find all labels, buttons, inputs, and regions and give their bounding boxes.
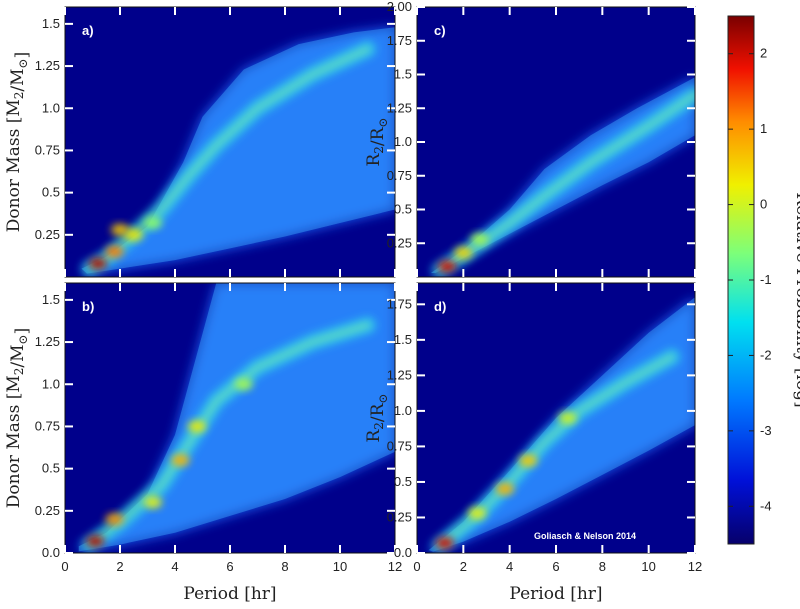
panel-d-xtick-label: 12 — [688, 559, 702, 574]
colorbar: 2 1 0 -1 -2 -3 -4 Relative Probability [log] — [727, 15, 800, 545]
panel-d-ytick-label: 0.5 — [394, 474, 412, 489]
panel-d-hotspot-2 — [519, 454, 538, 467]
panel-b-xtick-label: 0 — [61, 559, 68, 574]
panel-d-hotspot-3 — [558, 412, 577, 424]
panel-d-xtick-label: 8 — [599, 559, 606, 574]
panel-b-xtick-label: 10 — [333, 559, 347, 574]
panel-b-xtick-label: 12 — [388, 559, 402, 574]
panel-c-ytick-label: 1.0 — [394, 134, 412, 149]
panel-c-ytick-label: 0.5 — [394, 202, 412, 217]
panel-c-ytick-label: 0.25 — [387, 235, 412, 250]
panel-b: b) 0.0 0.25 0.5 0.75 1.0 1.25 1.5 0 2 4 6 8 10 12 Perio… — [4, 282, 402, 604]
panel-a-ytick-label: 1.5 — [42, 16, 60, 31]
panel-d-hotspot-1 — [496, 483, 515, 496]
panel-d-xlabel: Period [hr] — [509, 584, 602, 604]
panel-d-ytick-label: 0.0 — [394, 545, 412, 560]
panel-b-ytick-label: 0.75 — [35, 418, 60, 433]
colorbar-tick-label: 0 — [760, 197, 767, 212]
panel-c-ytick-label: 1.75 — [387, 33, 412, 48]
colorbar-ticks: 2 1 0 -1 -2 -3 -4 — [728, 46, 772, 513]
panel-c-ytick-label: 0.75 — [387, 168, 412, 183]
panel-b-ytick-label: 1.5 — [42, 292, 60, 307]
panel-c-label: c) — [434, 23, 446, 38]
panel-d-hotspot-0 — [435, 537, 454, 550]
panel-b-ytick-label: 0.0 — [42, 545, 60, 560]
panel-a: a) 0.25 0.5 0.75 1.0 1.25 1.5 Donor Mass [M2/M⊙… — [4, 6, 396, 278]
panel-b-hotspot-3 — [188, 420, 206, 433]
panel-a-ytick-label: 1.25 — [35, 58, 60, 73]
panel-b-xlabel: Period [hr] — [183, 584, 276, 604]
panel-d-xtick-label: 0 — [413, 559, 420, 574]
panel-c-ytick-label: 2.00 — [387, 0, 412, 14]
panel-a-ytick-label: 1.0 — [42, 100, 60, 115]
panel-b-ytick-label: 0.5 — [42, 461, 60, 476]
panel-a-hotspot-2 — [124, 228, 143, 241]
panel-b-label: b) — [82, 299, 94, 314]
colorbar-tick-label: 1 — [760, 121, 767, 136]
panel-d-ylabel: R2/R⊙ — [364, 393, 390, 442]
panel-b-xtick-label: 6 — [226, 559, 233, 574]
panel-d-xtick-label: 6 — [552, 559, 559, 574]
panel-b-ytick-label: 1.25 — [35, 334, 60, 349]
colorbar-tick-label: -1 — [760, 272, 772, 287]
panel-d-xtick-label: 2 — [460, 559, 467, 574]
panel-b-xtick-label: 8 — [281, 559, 288, 574]
panel-a-label: a) — [82, 23, 94, 38]
panel-c-hotspot-0 — [438, 260, 457, 273]
panel-a-hotspot-0 — [89, 257, 107, 270]
panel-a-ytick-label: 0.5 — [42, 185, 60, 200]
panel-a-ytick-label: 0.25 — [35, 227, 60, 242]
panel-b-hotspot-0 — [86, 535, 105, 548]
panel-c-ytick-label: 1.5 — [394, 67, 412, 82]
panel-b-hotspot-4 — [234, 378, 253, 391]
panel-c-ytick-label: 1.25 — [387, 100, 412, 115]
panel-d-ytick-label: 1.75 — [387, 296, 412, 311]
panel-d-hotspot-4 — [468, 507, 487, 520]
panel-a-hotspot-3 — [144, 217, 162, 229]
panel-d-ytick-label: 1.0 — [394, 403, 412, 418]
panel-d-ytick-label: 0.25 — [387, 509, 412, 524]
panel-a-ylabel: Donor Mass [M2/M⊙] — [4, 52, 32, 233]
panel-a-ytick-label: 0.75 — [35, 142, 60, 157]
panel-d-xtick-label: 10 — [641, 559, 655, 574]
panel-b-xtick-label: 2 — [116, 559, 123, 574]
panel-d: d) 0.0 0.25 0.5 0.75 1.0 1.25 1.5 1.75 0 2 4 6 8 10 12 P… — [364, 282, 702, 604]
panel-d-label: d) — [434, 299, 446, 314]
colorbar-tick-label: -4 — [760, 498, 772, 513]
panel-b-hotspot-2 — [171, 454, 190, 467]
panel-a-hotspot-1 — [105, 245, 124, 258]
colorbar-tick-label: -3 — [760, 423, 772, 438]
panel-d-xtick-label: 4 — [506, 559, 513, 574]
panel-a-hotspot-4 — [111, 223, 129, 236]
panel-b-ytick-label: 0.25 — [35, 503, 60, 518]
panel-b-xtick-label: 4 — [171, 559, 178, 574]
panel-c-hotspot-2 — [470, 233, 489, 246]
panel-b-ylabel: Donor Mass [M2/M⊙] — [4, 328, 32, 509]
panel-c-hotspot-1 — [454, 246, 473, 259]
panel-d-ytick-label: 0.75 — [387, 438, 412, 453]
panel-b-ytick-label: 1.0 — [42, 376, 60, 391]
panel-b-hotspot-5 — [144, 496, 162, 509]
colorbar-label: Relative Probability [log] — [792, 192, 800, 407]
panels-group: a) 0.25 0.5 0.75 1.0 1.25 1.5 Donor Mass [M2/M⊙… — [4, 0, 702, 604]
panel-d-ytick-label: 1.5 — [394, 332, 412, 347]
panel-c-ylabel: R2/R⊙ — [364, 117, 390, 166]
panel-b-hotspot-1 — [105, 513, 124, 526]
credit-text: Goliasch & Nelson 2014 — [534, 531, 636, 541]
panel-c: c) 0.25 0.5 0.75 1.0 1.25 1.5 1.75 2.00 R2/R⊙ — [364, 0, 696, 278]
colorbar-tick-label: -2 — [760, 347, 772, 362]
panel-d-ytick-label: 1.25 — [387, 367, 412, 382]
colorbar-tick-label: 2 — [760, 46, 767, 61]
